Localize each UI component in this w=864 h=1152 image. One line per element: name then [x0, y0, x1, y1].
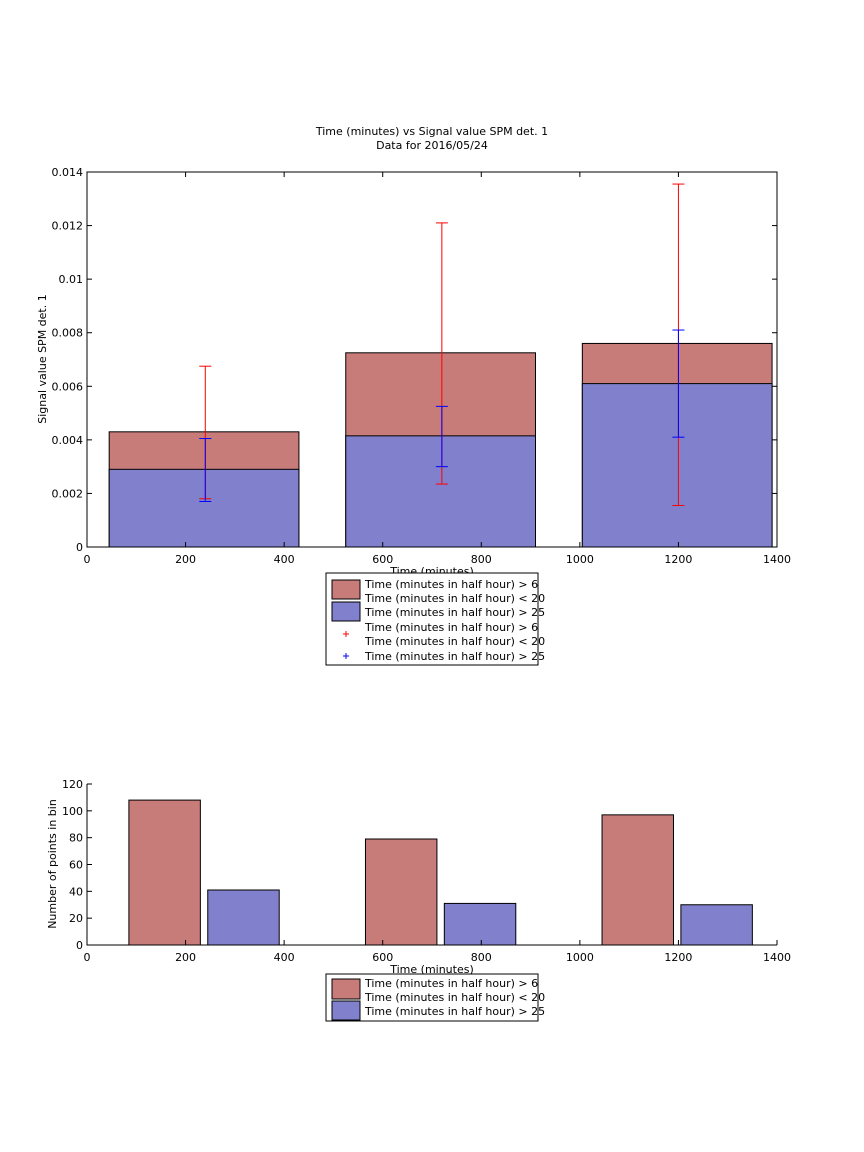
x-tick-label: 0	[84, 951, 91, 964]
bar-red	[128, 799, 201, 946]
bar-blue	[680, 904, 753, 946]
legend-label: Time (minutes in half hour) > 6	[364, 578, 538, 591]
bar-blue	[108, 468, 300, 548]
tick-group: 0 200 400 600 800 1000 1200 1400 0 20 40 60 80 100 120	[62, 778, 791, 964]
x-tick-label: 200	[175, 951, 196, 964]
y-tick-label: 20	[69, 912, 83, 925]
y-tick-label: 0.002	[52, 487, 84, 500]
legend-swatch	[331, 978, 361, 1000]
plot-area-frame	[86, 171, 778, 548]
y-tick-label: 100	[62, 805, 83, 818]
bar-red	[601, 814, 674, 946]
bar-blue	[207, 889, 280, 946]
count-chart: 0 200 400 600 800 1000 1200 1400 0 20 40 60 80 100 120…	[46, 778, 791, 1022]
legend-label: Time (minutes in half hour) < 20	[364, 592, 545, 605]
errorbar-blue	[199, 438, 212, 502]
legend-marker-blue	[343, 653, 349, 659]
legend-label: Time (minutes in half hour) > 25	[364, 650, 545, 663]
legend-swatch	[331, 1000, 361, 1021]
y-tick-label: 40	[69, 885, 83, 898]
legend-box	[325, 572, 539, 666]
x-tick-label: 800	[471, 951, 492, 964]
legend-swatch	[331, 601, 361, 622]
legend-label: Time (minutes in half hour) > 6	[364, 621, 538, 634]
x-tick-label: 1000	[566, 951, 594, 964]
x-tick-label: 800	[471, 553, 492, 566]
x-tick-label: 1200	[664, 951, 692, 964]
y-tick-label: 0.004	[52, 434, 84, 447]
bar-red	[364, 838, 438, 946]
x-axis-label: Time (minutes)	[389, 963, 474, 976]
x-tick-label: 1000	[566, 553, 594, 566]
errorbar-group	[199, 183, 685, 506]
y-tick-label: 120	[62, 778, 83, 791]
bar-blue	[581, 383, 773, 548]
x-tick-label: 600	[372, 553, 393, 566]
chart-title: Time (minutes) vs Signal value SPM det. …	[315, 125, 548, 138]
y-tick-label: 0.012	[52, 220, 84, 233]
bar-blue	[443, 902, 517, 946]
legend-swatch	[331, 579, 361, 600]
bar-group	[108, 342, 773, 548]
legend-label: Time (minutes in half hour) > 6	[364, 977, 538, 990]
legend: Time (minutes in half hour) > 6 Time (mi…	[325, 973, 545, 1022]
signal-chart: Time (minutes) vs Signal value SPM det. …	[36, 125, 792, 666]
errorbar-blue	[672, 329, 685, 438]
legend-label: Time (minutes in half hour) > 25	[364, 1005, 545, 1018]
y-tick-label: 0	[76, 939, 83, 952]
chart-subtitle: Data for 2016/05/24	[376, 139, 488, 152]
x-tick-label: 200	[175, 553, 196, 566]
tick-group: 0 200 400 600 800 1000 1200 1400 0 0.002 0.004 0.00…	[52, 166, 792, 566]
x-tick-label: 400	[274, 553, 295, 566]
y-axis-label: Signal value SPM det. 1	[36, 294, 49, 424]
y-tick-label: 60	[69, 859, 83, 872]
y-tick-label: 0.01	[59, 273, 84, 286]
x-tick-label: 1400	[763, 553, 791, 566]
bar-blue	[345, 435, 536, 548]
x-tick-label: 600	[372, 951, 393, 964]
y-tick-label: 0.008	[52, 327, 84, 340]
legend-label: Time (minutes in half hour) < 20	[364, 991, 545, 1004]
y-tick-label: 80	[69, 832, 83, 845]
x-tick-label: 1200	[664, 553, 692, 566]
legend-box	[325, 973, 539, 1022]
legend-marker-red	[343, 631, 349, 637]
legend: Time (minutes in half hour) > 6 Time (mi…	[325, 572, 545, 666]
legend-label: Time (minutes in half hour) < 20	[364, 635, 545, 648]
y-axis-label: Number of points in bin	[46, 799, 59, 929]
legend-label: Time (minutes in half hour) > 25	[364, 606, 545, 619]
x-tick-label: 0	[84, 553, 91, 566]
x-tick-label: 400	[274, 951, 295, 964]
y-tick-label: 0.014	[52, 166, 84, 179]
errorbar-blue	[435, 405, 448, 468]
y-tick-label: 0.006	[52, 380, 84, 393]
x-tick-label: 1400	[763, 951, 791, 964]
bar-group	[128, 799, 753, 946]
y-tick-label: 0	[76, 541, 83, 554]
